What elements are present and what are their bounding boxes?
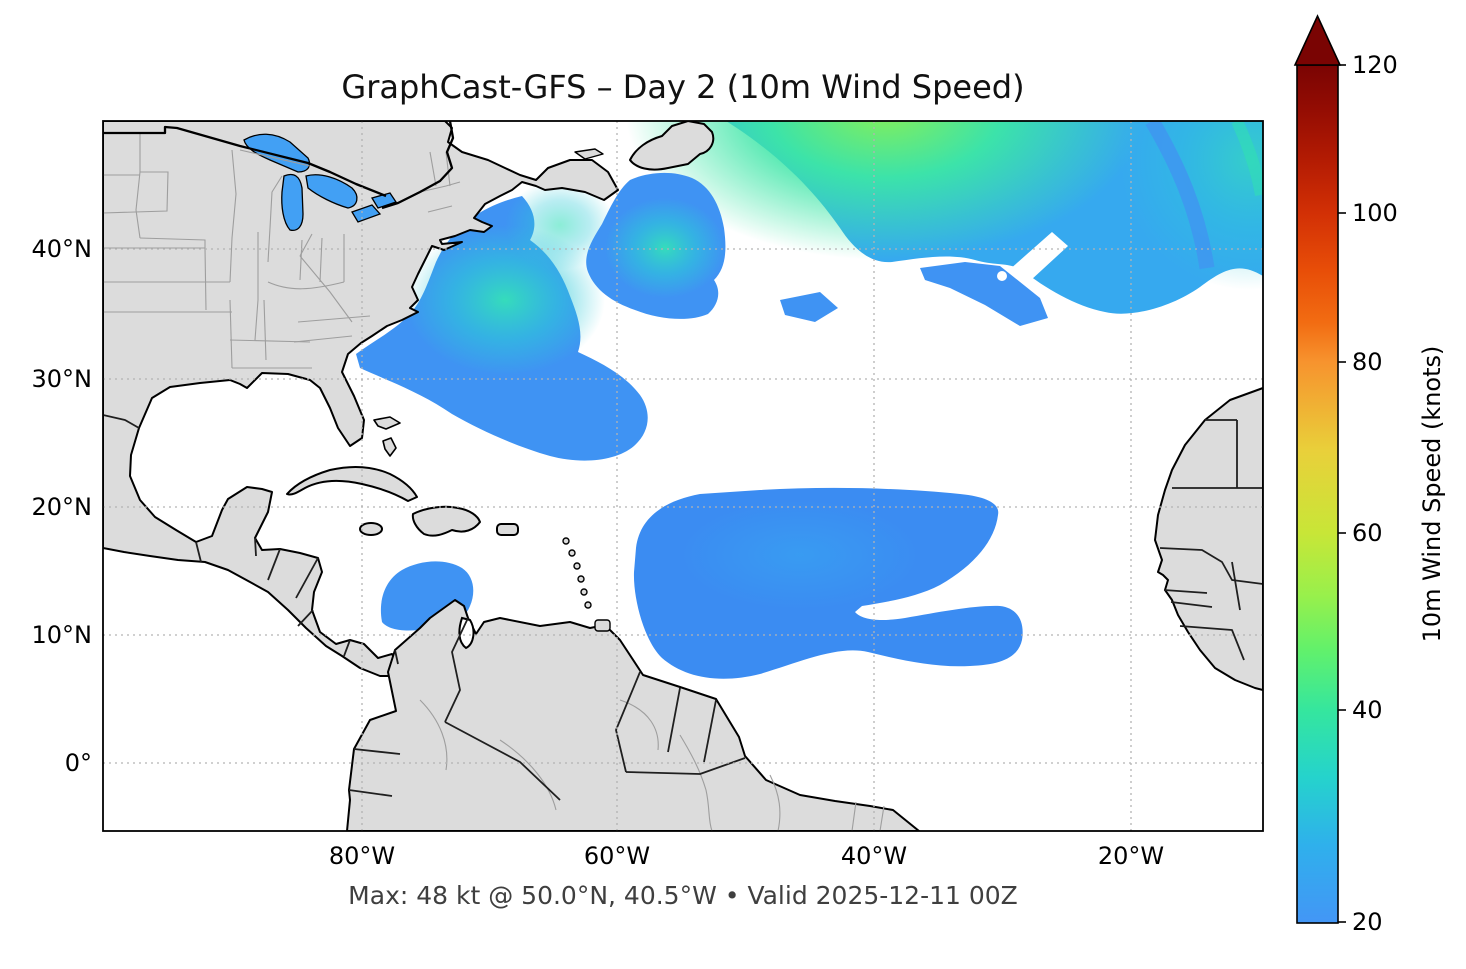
plot-subtitle: Max: 48 kt @ 50.0°N, 40.5°W • Valid 2025…	[348, 881, 1018, 910]
plot-title: GraphCast-GFS – Day 2 (10m Wind Speed)	[341, 68, 1025, 106]
land-africa	[1154, 387, 1263, 691]
colorbar-tick-80: 80	[1352, 348, 1383, 376]
colorbar-tick-60: 60	[1352, 519, 1383, 547]
colorbar-label: 10m Wind Speed (knots)	[1418, 345, 1446, 643]
colorbar-extend-arrow	[1293, 14, 1342, 66]
wind-fragment	[920, 262, 1048, 326]
colorbar-tick-120: 120	[1352, 51, 1398, 79]
y-tick-20n: 20°N	[31, 493, 93, 521]
colorbar-ticks	[1338, 64, 1346, 923]
wind-field-layer	[356, 121, 1263, 679]
y-tick-0: 0°	[64, 749, 92, 777]
colorbar-gradient	[1296, 64, 1339, 924]
land-puerto-rico	[496, 523, 519, 536]
lake-maracaibo	[458, 616, 475, 650]
y-tick-10n: 10°N	[31, 621, 93, 649]
colorbar	[1293, 14, 1346, 924]
great-lakes-layer	[243, 133, 398, 232]
land-jamaica	[359, 522, 383, 536]
country-borders	[103, 414, 1263, 801]
land-bahamas	[373, 416, 401, 430]
land-hispaniola	[411, 505, 481, 537]
land-bahamas	[382, 437, 397, 457]
y-tick-40n: 40°N	[31, 235, 93, 263]
lake-huron	[305, 174, 358, 209]
x-tick-80w: 80°W	[328, 842, 396, 870]
gridlines	[103, 121, 1263, 831]
land-north-america	[103, 121, 619, 677]
colorbar-tick-40: 40	[1352, 696, 1383, 724]
land-newfoundland	[629, 121, 715, 171]
land-pei	[574, 148, 604, 160]
map-frame	[102, 120, 1264, 832]
land-layer	[103, 121, 1263, 831]
y-tick-30n: 30°N	[31, 365, 93, 393]
colorbar-tick-20: 20	[1352, 908, 1383, 936]
colorbar-tick-100: 100	[1352, 199, 1398, 227]
x-tick-60w: 60°W	[583, 842, 651, 870]
state-borders	[103, 133, 885, 831]
x-tick-20w: 20°W	[1097, 842, 1165, 870]
land-cuba	[286, 465, 418, 502]
x-tick-40w: 40°W	[840, 842, 908, 870]
lake-erie	[351, 204, 382, 223]
lake-michigan	[281, 173, 304, 232]
canada-border	[103, 121, 455, 210]
land-lesser-antilles	[562, 537, 611, 632]
wind-fragment	[780, 292, 838, 322]
